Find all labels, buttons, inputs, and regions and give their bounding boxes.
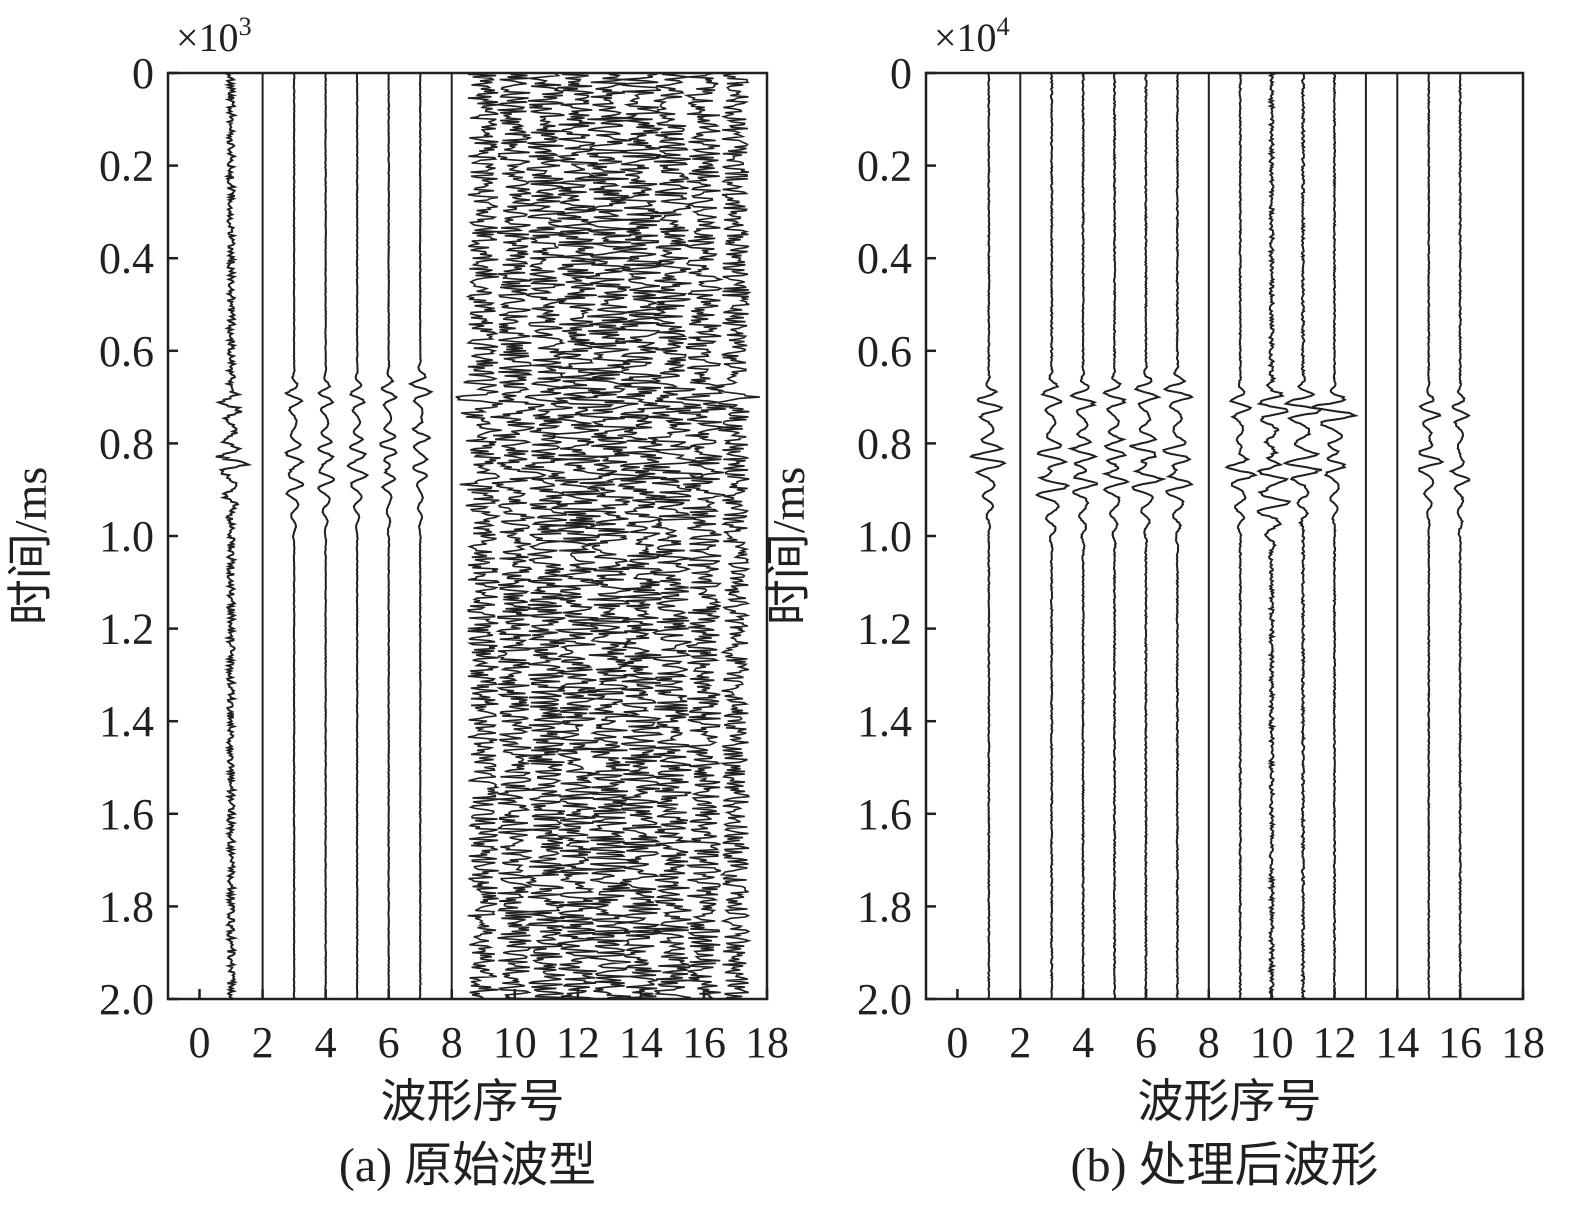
traces <box>214 72 760 1000</box>
trace-17 <box>710 72 760 1000</box>
y-tick-label: 1.0 <box>857 512 912 561</box>
y-tick-label: 0.2 <box>99 142 154 191</box>
y-tick-label: 1.0 <box>99 512 154 561</box>
y-tick-label: 1.4 <box>99 697 154 746</box>
x-tick-label: 8 <box>441 1018 463 1067</box>
y-tick-label: 0.6 <box>857 327 912 376</box>
x-tick-label: 10 <box>493 1018 537 1067</box>
x-multiplier-exponent: 3 <box>239 12 252 41</box>
trace-5 <box>1101 72 1131 1000</box>
trace-4 <box>1067 72 1099 1000</box>
trace-15 <box>642 72 703 1000</box>
y-tick-label: 0.4 <box>99 234 154 283</box>
x-tick-label: 8 <box>1198 1018 1220 1067</box>
trace-14 <box>616 72 671 1000</box>
x-tick-label: 0 <box>946 1018 968 1067</box>
trace-7 <box>407 72 434 1000</box>
trace-1 <box>968 73 1007 1000</box>
trace-10 <box>1256 72 1292 1000</box>
trace-10 <box>490 72 548 1000</box>
y-tick-label: 1.4 <box>857 697 912 746</box>
x-tick-label: 14 <box>1375 1018 1419 1067</box>
panel-b: 00.20.40.60.81.01.21.41.61.82.00 2 4 6 8 10 12… <box>763 12 1545 1192</box>
x-tick-label: 10 <box>1250 1018 1294 1067</box>
x-tick-label: 2 <box>1009 1018 1031 1067</box>
x-tick-label: 14 <box>619 1018 663 1067</box>
trace-9 <box>1224 72 1258 1000</box>
y-tick-label: 1.6 <box>857 790 912 839</box>
trace-16 <box>676 72 733 1000</box>
y-axis-label: 时间/ms <box>5 467 56 625</box>
trace-11 <box>521 72 573 1000</box>
x-axis-label: 波形序号 <box>1138 1076 1322 1127</box>
trace-1 <box>214 72 253 1000</box>
y-tick-label: 1.8 <box>99 882 154 931</box>
trace-9 <box>455 72 503 1000</box>
trace-4 <box>317 72 336 1000</box>
x-tick-label: 6 <box>1135 1018 1157 1067</box>
y-tick-label: 0 <box>132 49 154 98</box>
x-tick-label: 4 <box>1072 1018 1094 1067</box>
y-tick-label: 2.0 <box>857 975 912 1024</box>
trace-5 <box>346 72 370 999</box>
y-tick-label: 0.8 <box>99 419 154 468</box>
trace-6 <box>379 72 399 1000</box>
trace-13 <box>569 72 646 1000</box>
y-tick-label: 0.6 <box>99 327 154 376</box>
x-multiplier-exponent: 4 <box>997 12 1010 41</box>
traces <box>968 72 1471 1000</box>
y-tick-label: 1.2 <box>857 605 912 654</box>
trace-15 <box>1418 73 1445 1000</box>
x-axis-label: 波形序号 <box>381 1076 565 1127</box>
y-axis-label: 时间/ms <box>763 467 814 625</box>
trace-3 <box>283 72 305 1000</box>
trace-6 <box>1129 72 1167 1000</box>
y-tick-label: 1.8 <box>857 882 912 931</box>
y-tick-label: 1.6 <box>99 790 154 839</box>
panel-caption: (a) 原始波型 <box>339 1139 596 1192</box>
trace-12 <box>1309 73 1359 1000</box>
x-tick-label: 18 <box>745 1018 789 1067</box>
x-tick-label: 4 <box>315 1018 337 1067</box>
panel-caption: (b) 处理后波形 <box>1071 1139 1379 1192</box>
y-tick-label: 0.2 <box>857 142 912 191</box>
panel-a: 00.20.40.60.81.01.21.41.61.82.00 2 4 6 8 10 12… <box>5 12 789 1192</box>
trace-7 <box>1162 72 1194 1000</box>
y-tick-label: 0.8 <box>857 419 912 468</box>
x-tick-label: 12 <box>1312 1018 1356 1067</box>
x-tick-label: 16 <box>1438 1018 1482 1067</box>
x-tick-label: 6 <box>378 1018 400 1067</box>
x-multiplier: ×104 <box>934 12 1010 60</box>
trace-11 <box>1282 72 1323 1000</box>
axes-frame <box>924 71 1525 1001</box>
y-tick-label: 0.4 <box>857 234 912 283</box>
y-tick-label: 1.2 <box>99 605 154 654</box>
y-tick-label: 2.0 <box>99 975 154 1024</box>
x-tick-label: 12 <box>556 1018 600 1067</box>
x-tick-label: 0 <box>189 1018 211 1067</box>
trace-16 <box>1448 72 1471 1000</box>
x-tick-label: 16 <box>682 1018 726 1067</box>
y-tick-label: 0 <box>890 49 912 98</box>
x-multiplier: ×103 <box>176 12 252 60</box>
trace-3 <box>1034 72 1071 999</box>
trace-12 <box>551 72 615 1000</box>
x-tick-label: 18 <box>1501 1018 1545 1067</box>
x-tick-label: 2 <box>252 1018 274 1067</box>
